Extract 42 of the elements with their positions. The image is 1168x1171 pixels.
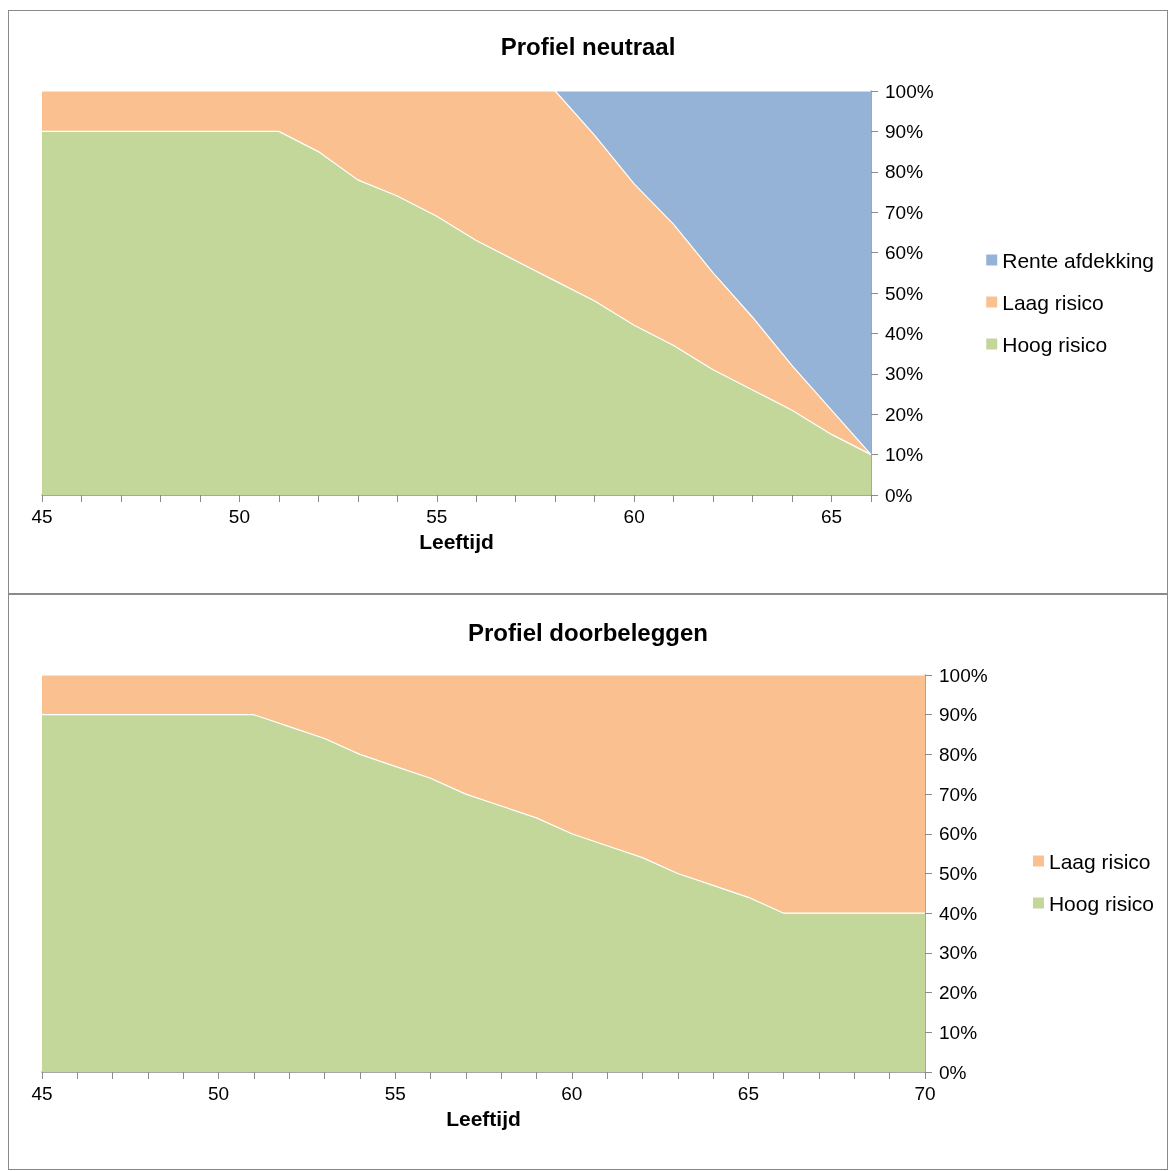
y-tick-label: 30% [885,363,924,385]
x-tick-label: 60 [561,1083,583,1104]
x-tick-label: 65 [820,506,843,527]
x-tick-label: 45 [31,1083,53,1104]
y-tick-label: 90% [939,704,978,726]
y-tick-label: 90% [885,120,924,142]
chart-title: Profiel neutraal [500,32,676,60]
legend-label: Laag risico [1048,849,1151,873]
chart-title: Profiel doorbeleggen [467,618,709,646]
y-tick-label: 10% [885,444,924,466]
y-tick-label: 40% [939,902,978,924]
y-tick-label: 70% [939,783,978,805]
y-tick-label: 60% [885,242,924,264]
x-tick-label: 45 [31,506,53,527]
legend-label: Hoog risico [1002,332,1108,356]
x-tick-label: 55 [384,1083,406,1104]
y-tick-label: 70% [885,201,924,223]
y-tick-label: 50% [939,863,978,884]
y-tick-label: 100% [885,80,934,102]
legend-label: Rente afdekking [1002,248,1155,272]
y-tick-label: 80% [885,161,924,183]
y-tick-label: 10% [939,1021,978,1043]
y-tick-label: 0% [939,1061,967,1083]
x-tick-label: 60 [623,506,645,527]
x-axis-title: Leeftijd [446,1107,521,1130]
y-tick-label: 100% [939,664,988,686]
y-tick-label: 80% [939,743,978,765]
y-tick-label: 40% [885,322,924,344]
y-tick-label: 60% [939,823,978,845]
y-tick-label: 20% [885,403,924,425]
x-tick-label: 50 [228,506,250,527]
legend-label: Hoog risico [1048,891,1155,915]
y-tick-label: 20% [939,982,978,1004]
y-tick-label: 0% [885,484,913,506]
x-axis-title: Leeftijd [419,530,494,553]
x-tick-label: 65 [737,1083,759,1104]
x-tick-label: 70 [914,1083,936,1104]
x-tick-label: 50 [208,1083,230,1104]
y-tick-label: 30% [939,942,978,964]
x-tick-label: 55 [426,506,448,527]
y-tick-label: 50% [885,282,924,304]
legend-label: Laag risico [1002,290,1104,314]
